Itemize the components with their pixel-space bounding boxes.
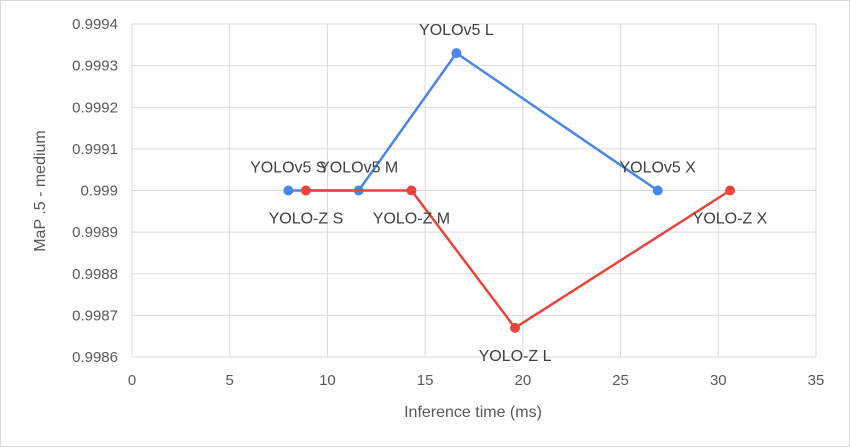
series-layer — [283, 48, 736, 333]
data-label: YOLO-Z X — [693, 211, 768, 228]
y-tick-label: 0.9991 — [72, 141, 118, 158]
series-line-yolo-z — [305, 189, 731, 330]
tick-label-layer: 0 5 10 15 20 25 30 35 0.9986 0.9987 0.9988 0.9989 0.… — [72, 16, 824, 389]
x-tick-label: 25 — [612, 372, 629, 389]
y-tick-label: 0.9994 — [72, 16, 118, 33]
data-label: YOLOv5 X — [619, 160, 696, 177]
data-label: YOLOv5 L — [419, 22, 494, 39]
data-point — [300, 185, 311, 196]
y-axis-title: MaP .5 - medium — [32, 130, 49, 252]
x-tick-label: 10 — [319, 372, 336, 389]
x-tick-label: 35 — [808, 372, 825, 389]
y-tick-label: 0.999 — [80, 183, 118, 200]
y-tick-label: 0.9988 — [72, 266, 118, 283]
data-label: YOLO-Z S — [269, 211, 344, 228]
data-point — [406, 185, 417, 196]
y-tick-label: 0.9989 — [72, 224, 118, 241]
y-tick-label: 0.9993 — [72, 58, 118, 75]
data-label: YOLO-Z M — [373, 211, 450, 228]
data-point — [510, 322, 521, 333]
data-label: YOLOv5 S — [250, 160, 326, 177]
data-point — [451, 48, 462, 59]
data-point — [283, 185, 294, 196]
x-tick-label: 30 — [710, 372, 727, 389]
data-point — [652, 185, 663, 196]
grid-layer — [131, 23, 817, 358]
data-label: YOLO-Z L — [479, 348, 552, 365]
x-tick-label: 15 — [417, 372, 434, 389]
data-point — [725, 185, 736, 196]
x-tick-label: 0 — [128, 372, 136, 389]
y-tick-label: 0.9992 — [72, 99, 118, 116]
x-tick-label: 5 — [226, 372, 234, 389]
y-tick-label: 0.9986 — [72, 349, 118, 366]
x-axis-title: Inference time (ms) — [404, 404, 542, 421]
data-label: YOLOv5 M — [319, 160, 398, 177]
x-tick-label: 20 — [515, 372, 532, 389]
y-tick-label: 0.9987 — [72, 307, 118, 324]
